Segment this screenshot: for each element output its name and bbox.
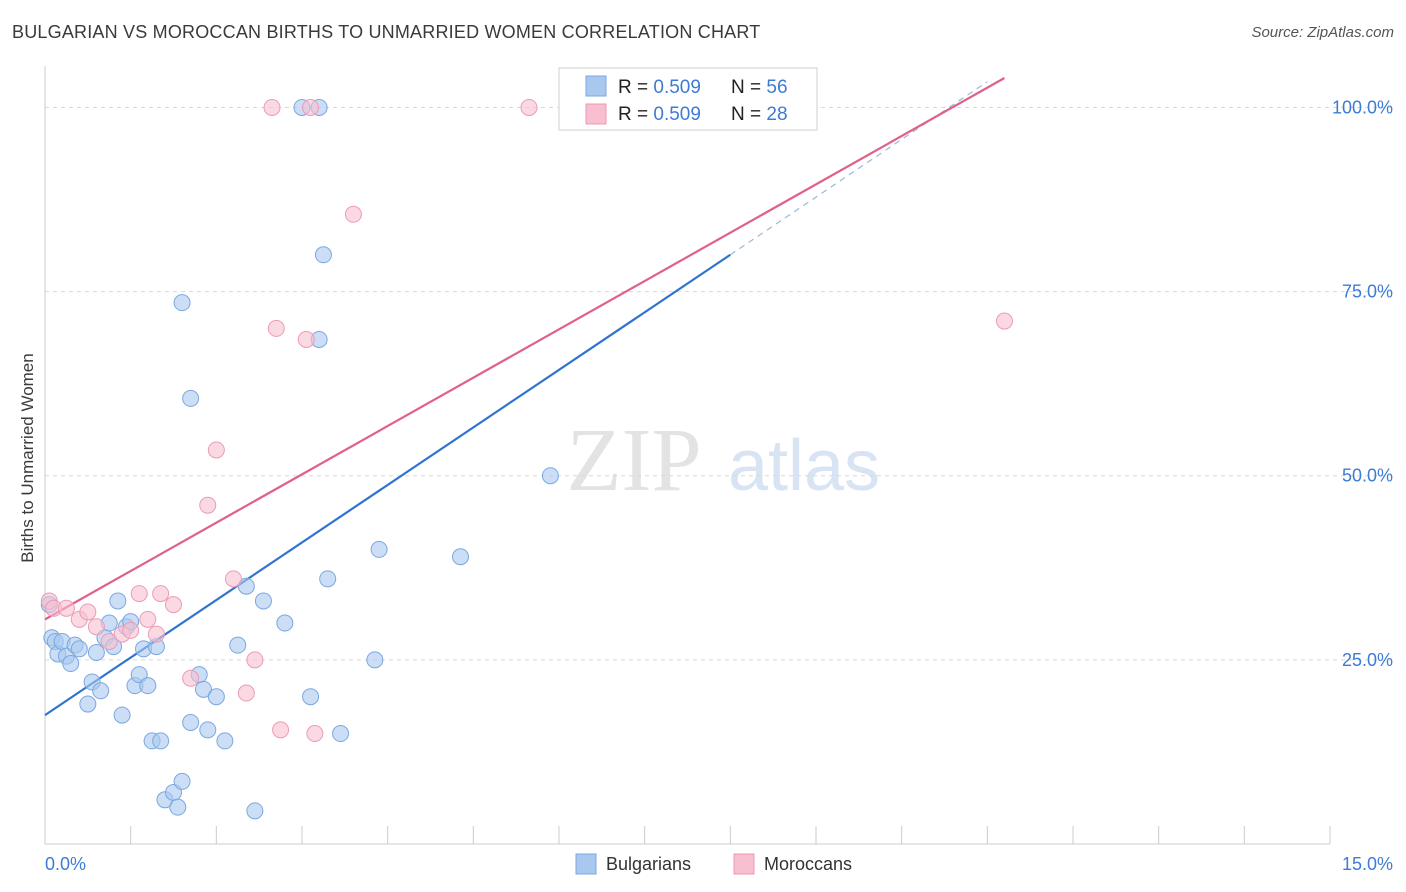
legend-r-value: 0.509: [653, 104, 701, 125]
moroccans-point: [246, 651, 264, 669]
moroccans-point: [79, 603, 97, 621]
watermark-atlas: atlas: [728, 426, 880, 506]
legend-r-label: R =: [618, 77, 653, 98]
bulgarians-point: [173, 294, 191, 312]
bulgarians-point: [246, 802, 264, 820]
moroccans-point: [224, 570, 242, 588]
moroccans-point: [199, 496, 217, 514]
moroccans-point: [130, 585, 148, 603]
moroccans-point: [520, 98, 538, 116]
y-tick-label: 100.0%: [1332, 97, 1393, 117]
y-tick-label: 25.0%: [1342, 650, 1393, 670]
legend-swatch-moroccans: [733, 853, 755, 875]
bulgarians-point: [366, 651, 384, 669]
bulgarians-point: [216, 732, 234, 750]
moroccans-point: [57, 599, 75, 617]
svg-text:R = 0.509: R = 0.509: [618, 77, 701, 98]
bulgarians-point: [194, 680, 212, 698]
bulgarians-point: [152, 732, 170, 750]
correlation-legend: R = 0.509 N = 56 R = 0.509 N = 28: [558, 67, 818, 131]
moroccans-trend-line: [44, 77, 1006, 621]
watermark-zip: ZIP: [567, 411, 702, 510]
legend-swatch-bulgarians: [575, 853, 597, 875]
legend-label-moroccans: Moroccans: [764, 854, 852, 874]
moroccans-point: [302, 98, 320, 116]
bulgarians-point: [139, 677, 157, 695]
legend-r-label: R =: [618, 104, 653, 125]
moroccans-point: [100, 632, 118, 650]
legend-n-label: N =: [731, 104, 766, 125]
svg-text:N = 28: N = 28: [731, 104, 788, 125]
bulgarians-point: [173, 772, 191, 790]
moroccans-point: [165, 596, 182, 614]
grid-lines: [45, 106, 1392, 661]
legend-n-value: 56: [766, 77, 787, 98]
legend-label-bulgarians: Bulgarians: [606, 854, 691, 874]
bulgarians-trend-extension: [729, 81, 988, 256]
axes: 25.0% 50.0% 75.0% 100.0% 0.0% 15.0%: [44, 66, 1393, 874]
bulgarians-point: [451, 548, 469, 566]
x-tick-label: 0.0%: [45, 854, 86, 874]
bulgarians-point: [70, 640, 88, 658]
moroccans-point: [147, 625, 165, 643]
svg-text:R = 0.509: R = 0.509: [618, 104, 701, 125]
bulgarians-point: [182, 389, 200, 407]
bulgarians-point: [92, 682, 110, 700]
moroccans-point: [272, 721, 290, 739]
bulgarians-point: [199, 721, 217, 739]
moroccans-point: [182, 669, 200, 687]
bulgarians-point: [302, 688, 320, 706]
legend-n-label: N =: [731, 77, 766, 98]
moroccans-point: [207, 441, 225, 459]
y-axis-label: Births to Unmarried Women: [18, 353, 37, 562]
chart-title: BULGARIAN VS MOROCCAN BIRTHS TO UNMARRIE…: [12, 22, 761, 42]
moroccans-point: [152, 585, 170, 603]
bulgarians-point: [62, 655, 80, 673]
legend-swatch-moroccans: [585, 103, 607, 125]
series-legend: Bulgarians Moroccans: [575, 853, 852, 875]
bulgarians-point: [207, 688, 225, 706]
bulgarians-point: [229, 636, 247, 654]
moroccans-point: [297, 330, 315, 348]
moroccans-point: [87, 618, 105, 636]
moroccans-point: [344, 205, 362, 223]
data-points: [40, 98, 1013, 820]
legend-n-value: 28: [766, 104, 787, 125]
moroccans-point: [139, 610, 157, 628]
bulgarians-point: [370, 540, 388, 558]
y-tick-label: 50.0%: [1342, 466, 1393, 486]
bulgarians-point: [319, 570, 337, 588]
bulgarians-point: [182, 713, 200, 731]
legend-swatch-bulgarians: [585, 75, 607, 97]
legend-r-value: 0.509: [653, 77, 701, 98]
bulgarians-point: [541, 467, 559, 485]
bulgarians-point: [79, 695, 97, 713]
y-tick-label: 75.0%: [1342, 282, 1393, 302]
source-label: Source: ZipAtlas.com: [1251, 24, 1394, 41]
bulgarians-point: [109, 592, 127, 610]
bulgarians-point: [237, 577, 255, 595]
bulgarians-point: [87, 644, 105, 661]
moroccans-point: [122, 621, 140, 639]
moroccans-point: [237, 684, 255, 702]
bulgarians-point: [113, 706, 131, 724]
bulgarians-point: [254, 592, 272, 610]
moroccans-point: [306, 725, 324, 743]
svg-text:N = 56: N = 56: [731, 77, 788, 98]
x-tick-label: 15.0%: [1342, 854, 1393, 874]
moroccans-point: [263, 98, 281, 116]
moroccans-point: [995, 312, 1013, 330]
bulgarians-point: [169, 798, 187, 816]
bulgarians-point: [332, 725, 350, 743]
bulgarians-point: [314, 246, 332, 264]
moroccans-point: [267, 319, 285, 337]
bulgarians-point: [276, 614, 294, 632]
